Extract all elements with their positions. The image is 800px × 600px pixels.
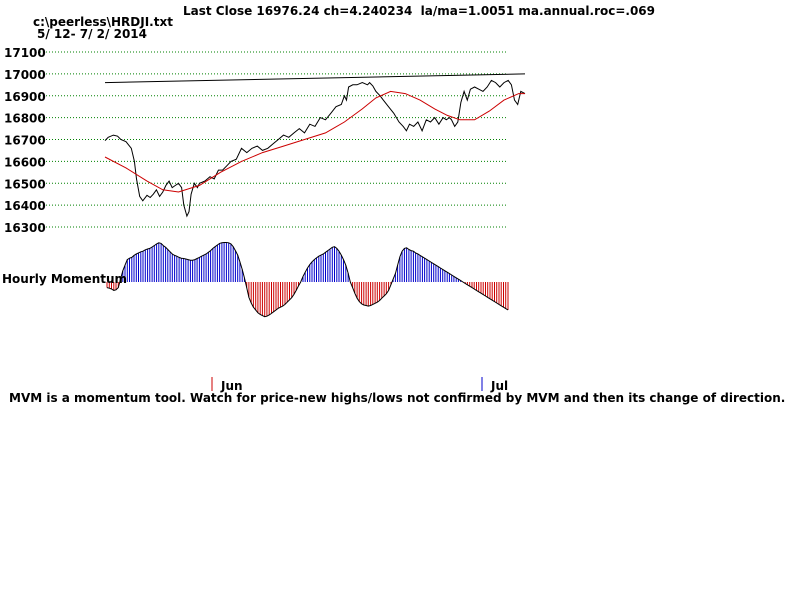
price-line	[104, 79, 526, 218]
moving-average-line	[104, 90, 525, 193]
chart-header-summary: Last Close 16976.24 ch=4.240234 la/ma=1.…	[183, 4, 656, 18]
momentum-label: Hourly Momentum	[2, 272, 128, 286]
y-tick-label: 17000	[4, 68, 46, 82]
y-tick-label: 16700	[4, 134, 46, 148]
price-y-axis-labels: 17100 17000 16900 16800 16700 16600 16500 16400…	[4, 46, 46, 235]
date-range: 5/ 12- 7/ 2/ 2014	[37, 27, 147, 41]
momentum-histogram	[106, 242, 509, 318]
y-tick-label: 16500	[4, 177, 46, 191]
month-ticks	[211, 377, 483, 391]
y-tick-label: 16900	[4, 90, 46, 104]
data-file-path: c:\peerless\HRDJI.txt	[33, 15, 173, 29]
y-tick-label: 17100	[4, 46, 46, 60]
momentum-outline	[106, 242, 509, 318]
y-tick-label: 16400	[4, 199, 46, 213]
price-series	[104, 73, 526, 218]
y-tick-label: 16800	[4, 112, 46, 126]
trend-line	[104, 73, 526, 84]
month-label-jun: Jun	[221, 379, 243, 393]
month-label-jul: Jul	[491, 379, 509, 393]
y-tick-label: 16600	[4, 155, 46, 169]
footer-note: MVM is a momentum tool. Watch for price-…	[9, 391, 786, 405]
price-grid	[40, 51, 508, 228]
y-tick-label: 16300	[4, 221, 46, 235]
